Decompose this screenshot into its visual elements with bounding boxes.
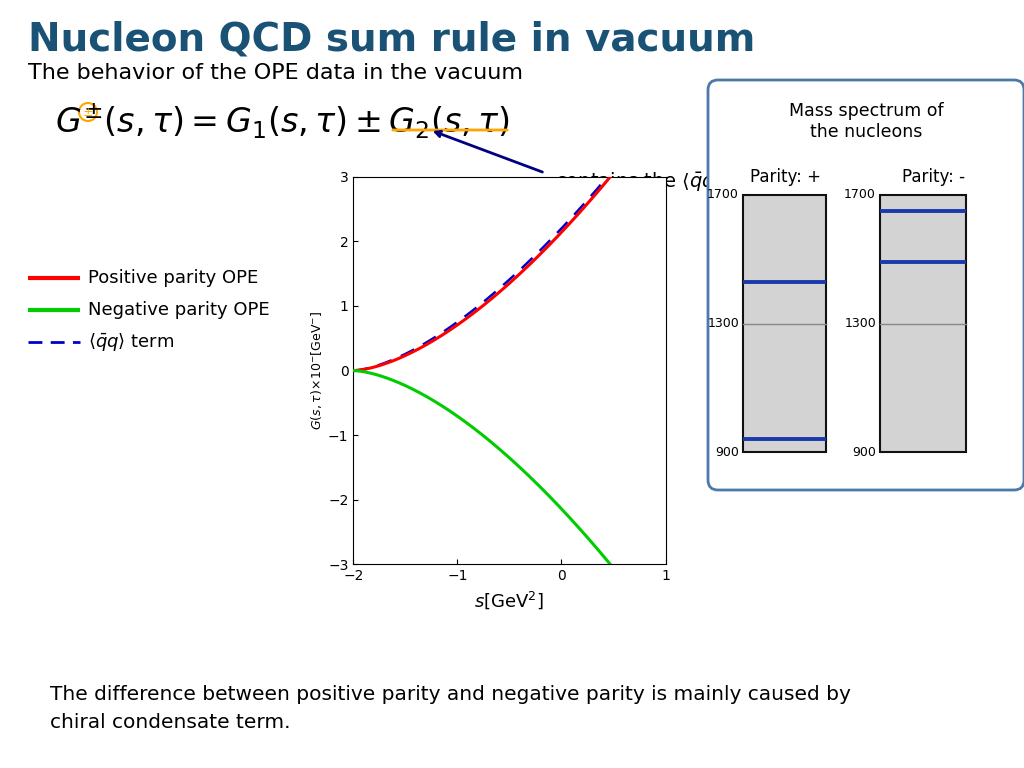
Text: chiral condensate term.: chiral condensate term. bbox=[50, 713, 291, 732]
Text: $\langle\bar{q}q\rangle$ term: $\langle\bar{q}q\rangle$ term bbox=[88, 331, 174, 353]
Text: Parity: +: Parity: + bbox=[751, 168, 821, 186]
Text: $G^{\pm}(s,\tau) = G_1(s,\tau) \pm G_2(s,\tau)$: $G^{\pm}(s,\tau) = G_1(s,\tau) \pm G_2(s… bbox=[55, 103, 510, 141]
Text: 1300: 1300 bbox=[708, 317, 739, 330]
Text: The behavior of the OPE data in the vacuum: The behavior of the OPE data in the vacu… bbox=[28, 63, 523, 83]
Text: $\pm$: $\pm$ bbox=[82, 105, 93, 118]
FancyBboxPatch shape bbox=[708, 80, 1024, 490]
Text: contains the $\langle\bar{q}q\rangle$ term: contains the $\langle\bar{q}q\rangle$ te… bbox=[555, 170, 775, 193]
Text: 900: 900 bbox=[715, 445, 739, 458]
Text: Negative parity OPE: Negative parity OPE bbox=[88, 301, 269, 319]
Y-axis label: $G(s,\tau)\!\times\!10^{-}[\mathrm{GeV}^{-}]$: $G(s,\tau)\!\times\!10^{-}[\mathrm{GeV}^… bbox=[309, 311, 324, 430]
X-axis label: $s[\mathrm{GeV}^2]$: $s[\mathrm{GeV}^2]$ bbox=[474, 589, 545, 611]
Text: 1300: 1300 bbox=[844, 317, 876, 330]
Text: Nucleon QCD sum rule in vacuum: Nucleon QCD sum rule in vacuum bbox=[28, 20, 756, 58]
Text: Positive parity OPE: Positive parity OPE bbox=[88, 269, 258, 287]
Bar bbox=[743, 195, 826, 452]
Text: The difference between positive parity and negative parity is mainly caused by: The difference between positive parity a… bbox=[50, 685, 851, 704]
Bar bbox=[880, 195, 966, 452]
Text: Parity: -: Parity: - bbox=[901, 168, 965, 186]
Text: Mass spectrum of
the nucleons: Mass spectrum of the nucleons bbox=[788, 102, 943, 141]
Text: 1700: 1700 bbox=[708, 188, 739, 201]
Text: 1700: 1700 bbox=[844, 188, 876, 201]
Text: 900: 900 bbox=[852, 445, 876, 458]
